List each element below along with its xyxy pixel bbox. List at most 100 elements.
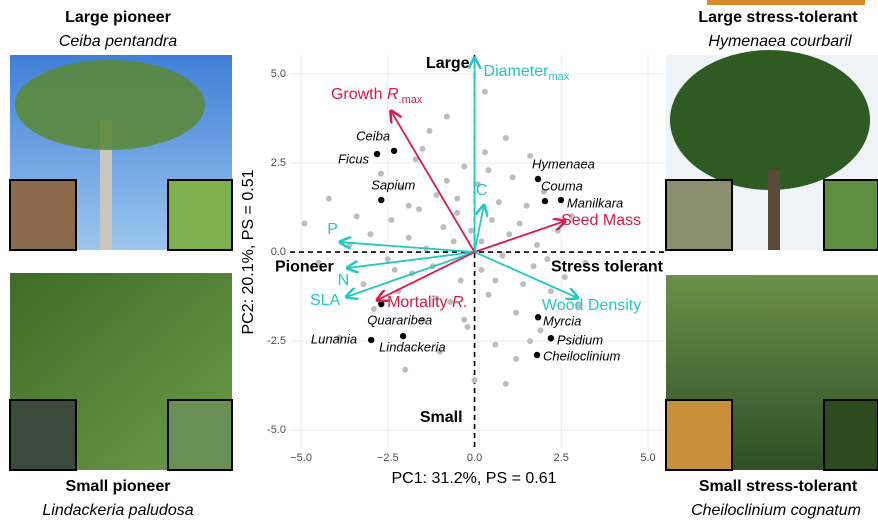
loading-arrow	[474, 221, 566, 253]
panel-title: Large pioneer	[65, 9, 171, 26]
point	[492, 341, 499, 348]
point	[478, 238, 485, 245]
arrow-label: Wood Density	[542, 297, 641, 314]
species-label: Sapium	[371, 177, 415, 192]
point	[509, 174, 516, 181]
point	[440, 224, 447, 231]
arrow-label: Mortality R.	[387, 294, 468, 311]
point	[433, 192, 440, 199]
quadrant-label: Stress tolerant	[551, 258, 664, 275]
x-tick-label: 2.5	[554, 452, 569, 464]
arrow-label-part: max	[548, 71, 569, 83]
photo-large-stress-tolerant	[665, 50, 878, 251]
species-point	[534, 175, 542, 183]
arrow-label-part: Seed Mass	[561, 212, 641, 229]
point	[402, 366, 409, 373]
point	[492, 277, 499, 284]
point	[464, 323, 471, 330]
arrow-label-part: Mortality	[387, 294, 452, 311]
point	[416, 206, 423, 213]
species-label: Ficus	[338, 151, 370, 166]
point	[315, 259, 322, 266]
arrow-label: SLA	[310, 292, 341, 309]
point	[336, 334, 343, 341]
point	[485, 167, 492, 174]
point	[513, 309, 520, 316]
species-point	[534, 314, 542, 321]
panel-species: Cheiloclinium cognatum	[691, 502, 861, 519]
x-tick-label: −2.5	[377, 452, 399, 464]
point	[523, 202, 530, 209]
point	[468, 227, 475, 234]
species-label: Lindackeria	[379, 340, 446, 355]
point	[561, 273, 568, 280]
species-label: Quararibea	[367, 312, 432, 327]
arrow-label-part: C	[476, 182, 488, 199]
arrow-label-part: R.	[452, 294, 468, 311]
arrow-label: Seed Mass	[561, 212, 641, 229]
point	[405, 234, 412, 241]
point	[533, 241, 540, 248]
panel-species: Hymenaea courbaril	[708, 33, 852, 50]
point	[530, 263, 537, 270]
arrow-label-part: N	[338, 272, 350, 289]
panel-species: Ceiba pentandra	[59, 33, 177, 50]
species-point	[378, 300, 385, 308]
point	[499, 252, 506, 259]
species-point	[378, 196, 385, 204]
point	[419, 145, 426, 152]
point	[495, 199, 502, 206]
point	[384, 256, 391, 263]
point	[481, 149, 488, 156]
quadrant-label: Small	[420, 409, 463, 426]
species-point	[399, 332, 407, 340]
arrow-label: P	[327, 221, 338, 238]
y-axis-label: PC2: 20.1%, PS = 0.51	[240, 169, 257, 334]
species-label: Couma	[541, 179, 583, 194]
photo-small-stress-tolerant	[665, 275, 878, 471]
point	[419, 316, 426, 323]
y-tick-label: 5.0	[271, 68, 286, 80]
arrow-label-part: Wood Density	[542, 297, 641, 314]
point	[513, 355, 520, 362]
arrow-label: Growth R.max	[331, 86, 423, 106]
point	[388, 216, 395, 223]
panel-title: Large stress-tolerant	[698, 9, 858, 26]
point	[554, 227, 561, 234]
species-label: Ceiba	[356, 128, 390, 143]
arrow-label-part: .max	[399, 94, 423, 106]
point	[520, 281, 527, 288]
point	[547, 288, 554, 295]
point	[433, 295, 440, 302]
species-label: Psidium	[557, 333, 603, 348]
y-tick-label: -2.5	[267, 335, 286, 347]
point	[481, 88, 488, 95]
point	[443, 113, 450, 120]
loading-arrow	[347, 251, 475, 268]
species-label: Lunania	[311, 331, 357, 346]
y-tick-label: 2.5	[271, 157, 286, 169]
species-label: Cheiloclinium	[543, 348, 620, 363]
top-strip	[707, 0, 865, 5]
point	[575, 302, 582, 309]
species-point	[533, 351, 541, 359]
point	[301, 220, 308, 227]
panel-title: Small pioneer	[66, 478, 171, 495]
point	[502, 380, 509, 387]
loading-arrow	[340, 242, 475, 253]
point	[471, 377, 478, 384]
point	[447, 298, 454, 305]
point	[426, 127, 433, 134]
loading-arrow	[391, 111, 476, 253]
point	[506, 231, 513, 238]
arrow-label: C	[476, 182, 488, 199]
point	[527, 338, 534, 345]
loading-arrow	[346, 251, 475, 297]
loading-arrow	[377, 251, 475, 300]
point	[478, 266, 485, 273]
point	[360, 281, 367, 288]
panel-species: Lindackeria paludosa	[42, 502, 193, 519]
species-point	[367, 336, 375, 344]
y-tick-label: 0.0	[271, 246, 286, 258]
